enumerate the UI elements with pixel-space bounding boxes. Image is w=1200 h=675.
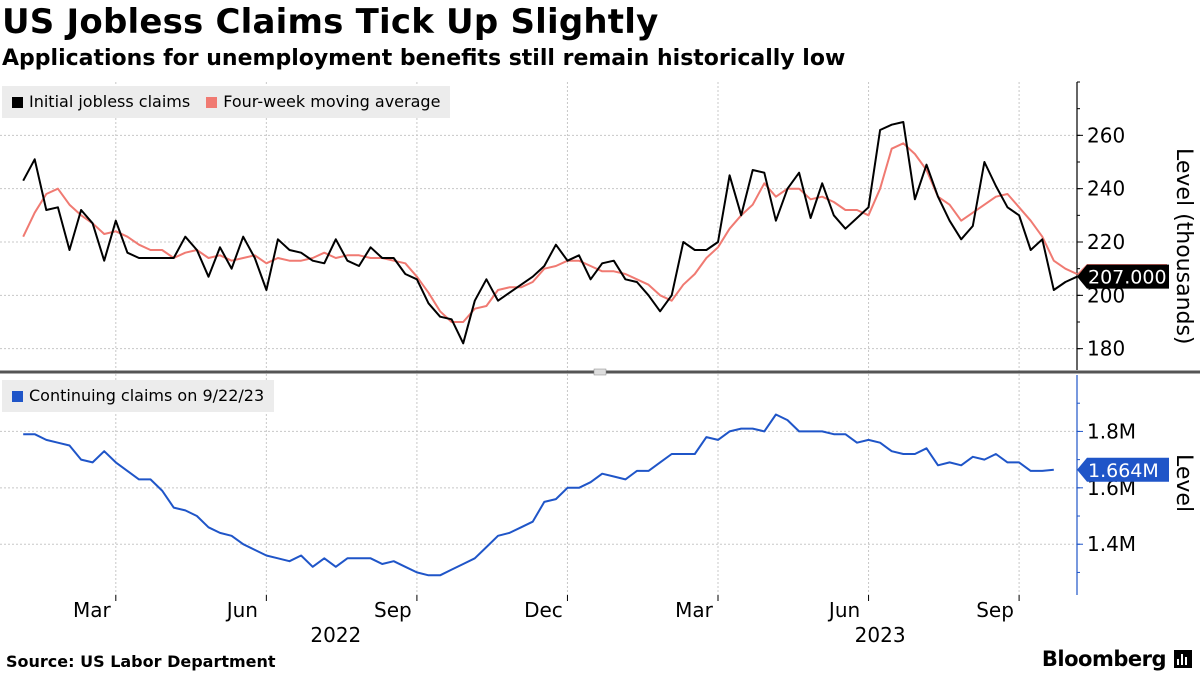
legend-swatch-initial [12, 96, 23, 108]
bottom-legend: Continuing claims on 9/22/23 [2, 380, 275, 412]
top-legend: Initial jobless claims Four-week moving … [2, 86, 451, 118]
legend-swatch-moving-average [206, 96, 218, 108]
x-year-label-1: 2023 [855, 623, 906, 647]
legend-item-initial-claims: Initial jobless claims [12, 86, 190, 118]
panel-resize-handle [593, 368, 607, 376]
y-tick-label-1-2: 1.8M [1087, 419, 1136, 443]
y-axis-title-0: Level (thousands) [1171, 148, 1196, 345]
chart-subtitle: Applications for unemployment benefits s… [2, 46, 846, 71]
y-tick-label-0-0: 180 [1087, 337, 1125, 361]
legend-swatch-continuing [12, 390, 23, 402]
legend-label-continuing: Continuing claims on 9/22/23 [29, 386, 265, 405]
y-axis-title-1: Level [1171, 454, 1196, 512]
bloomberg-chart-icon [1174, 650, 1192, 668]
legend-label-moving-average: Four-week moving average [223, 92, 441, 111]
last-value-tag-1 [1077, 457, 1169, 482]
x-tick-label-2: Sep [374, 598, 412, 622]
chart-title: US Jobless Claims Tick Up Slightly [2, 2, 659, 42]
x-tick-label-0: Mar [73, 598, 112, 622]
y-tick-label-1-0: 1.4M [1087, 532, 1136, 556]
bloomberg-logo: Bloomberg [1041, 647, 1167, 671]
series-line-1-0 [23, 413, 1054, 577]
x-tick-label-5: Jun [827, 598, 860, 622]
last-value-label-1: 1.664M [1088, 460, 1159, 482]
legend-item-continuing-claims: Continuing claims on 9/22/23 [12, 380, 264, 412]
legend-label-initial: Initial jobless claims [29, 92, 191, 111]
y-tick-label-0-2: 220 [1087, 230, 1125, 254]
x-tick-label-1: Jun [225, 598, 258, 622]
x-tick-label-3: Dec [524, 598, 563, 622]
x-tick-label-4: Mar [675, 598, 714, 622]
legend-item-moving-average: Four-week moving average [206, 86, 440, 118]
source-note: Source: US Labor Department [6, 652, 276, 671]
series-line-0-1 [22, 142, 1078, 323]
last-value-label-0: 207.000 [1088, 267, 1167, 289]
series-line-0-0 [22, 121, 1078, 345]
x-tick-label-6: Sep [976, 598, 1014, 622]
y-tick-label-0-3: 240 [1087, 177, 1125, 201]
x-year-label-0: 2022 [310, 623, 361, 647]
y-tick-label-0-4: 260 [1087, 123, 1125, 147]
last-value-tag-0 [1077, 264, 1169, 289]
